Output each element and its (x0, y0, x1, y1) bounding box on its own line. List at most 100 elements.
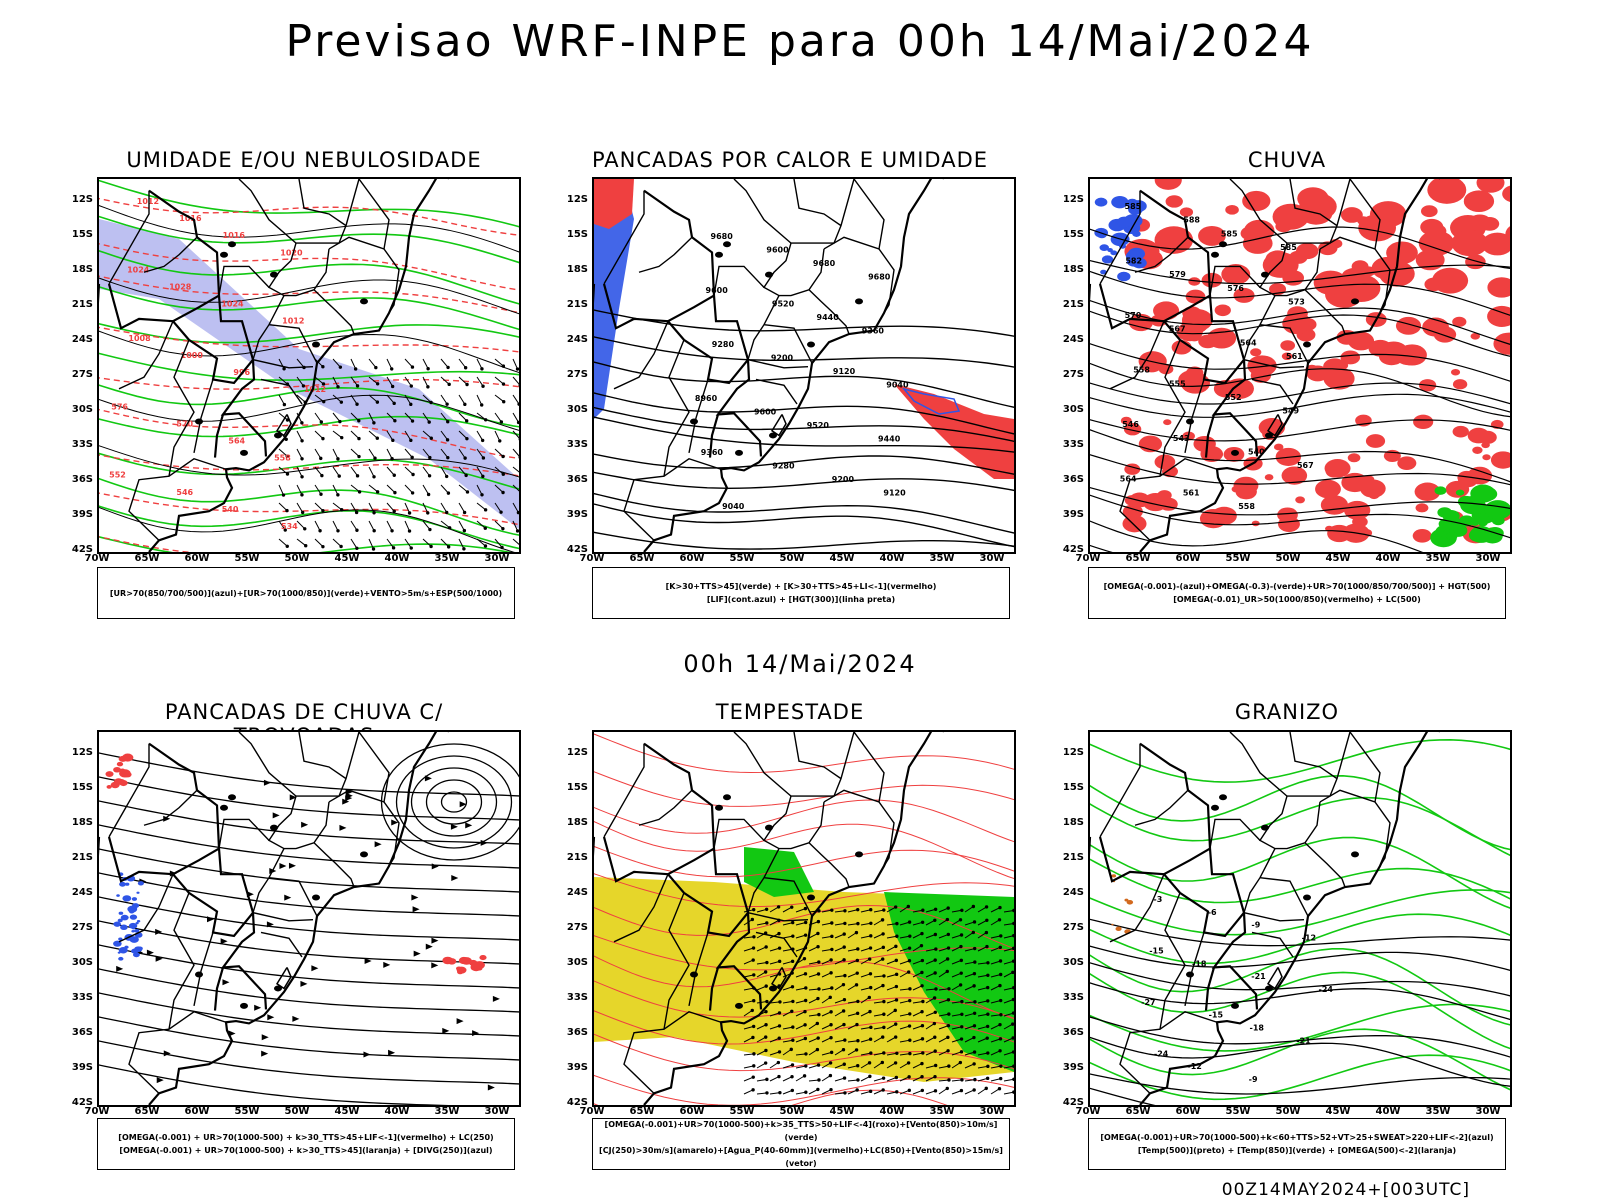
thunderstorm-area-atlantic (442, 955, 487, 975)
stream-arrowhead (431, 937, 439, 944)
field-blob (1179, 207, 1194, 217)
country-border (1204, 967, 1216, 1011)
wind-vector (476, 358, 483, 370)
wind-vector (458, 502, 466, 513)
state-border (108, 743, 150, 838)
lat-tick-label: 39S (566, 509, 588, 521)
state-border (713, 265, 765, 296)
field-blob (1347, 331, 1375, 351)
state-border (1184, 379, 1205, 454)
stream-arrowhead (263, 779, 271, 786)
wind-vector-head (765, 960, 769, 965)
coastline-east (1139, 179, 1440, 552)
field-blob (1470, 332, 1480, 340)
wind-vector-head (393, 418, 397, 423)
wind-vector (278, 412, 288, 421)
wind-vector (278, 484, 284, 496)
lon-tick-label: 55W (729, 553, 755, 564)
contour-label: 9360 (701, 448, 724, 457)
wind-vector-head (803, 933, 808, 937)
field-blob (1397, 456, 1417, 470)
country-border (708, 414, 720, 458)
wind-vector-head (446, 365, 450, 370)
wind-vector-head (973, 1000, 977, 1004)
lake-marker (1186, 418, 1194, 425)
field-blob (119, 881, 126, 887)
wind-vector (368, 394, 378, 403)
wind-vector-head (998, 972, 1003, 977)
wind-vector-head (829, 1010, 833, 1014)
state-border (298, 732, 347, 780)
wind-vector-head (907, 1024, 912, 1028)
lon-tick-label: 65W (629, 553, 655, 564)
lon-tick-label: 35W (929, 1106, 955, 1117)
field-blob (455, 966, 462, 971)
state-border (1184, 932, 1205, 1007)
lon-tick-label: 30W (1475, 553, 1501, 564)
field-blob (129, 914, 138, 920)
wind-vector-head (390, 529, 394, 533)
wind-vector-head (375, 400, 380, 404)
wind-vector-head (921, 1051, 925, 1055)
wind-vector-head (1011, 1036, 1014, 1040)
wind-vector-head (867, 1061, 872, 1065)
wind-vector-head (856, 1078, 860, 1082)
field-blob (1454, 232, 1474, 246)
wind-vector-head (752, 935, 756, 939)
field-blob (136, 919, 141, 923)
wind-vector-head (816, 1063, 821, 1067)
anticyclone-ring (395, 755, 513, 849)
wind-vector-head (304, 544, 308, 548)
wind-vector-head (958, 918, 963, 922)
wind-vector-head (999, 1012, 1003, 1017)
wind-vector (278, 394, 285, 405)
lat-tick-label: 24S (1062, 887, 1084, 899)
lat-tick-label: 39S (71, 509, 93, 521)
map-tempestade (592, 730, 1016, 1107)
wind-vector (404, 394, 412, 405)
contour-line (99, 506, 515, 552)
contour-line (594, 955, 1014, 1020)
wind-vector-head (300, 439, 304, 443)
field-blob (470, 963, 482, 972)
lat-tick-label: 39S (71, 1062, 93, 1074)
stream-arrowhead (456, 1018, 464, 1025)
field-blob (1188, 277, 1201, 286)
field-blob (1154, 454, 1176, 470)
wind-vector-head (322, 399, 326, 404)
field-blob (1446, 531, 1458, 541)
lon-tick-label: 70W (84, 1106, 110, 1117)
lon-tick-label: 50W (779, 1106, 805, 1117)
stream-arrowhead (222, 979, 230, 986)
wind-vector-head (816, 1036, 820, 1040)
state-border (238, 732, 297, 797)
contour-line (594, 492, 1014, 534)
lon-tick-label: 65W (134, 1106, 160, 1117)
field-blob (1130, 200, 1147, 213)
wind-vector-head (300, 493, 304, 497)
map-granizo: -3 -6 -9 -12 -15 -18 -21 -24 -27 -15 -18 -21 -24 -12 -… (1088, 730, 1512, 1107)
country-border (107, 836, 174, 883)
divergence-area (113, 872, 144, 961)
contour-label: -18 (1192, 959, 1207, 968)
wind-vector (422, 484, 430, 495)
contour-label: 1024 (221, 300, 244, 309)
wind-vector-head (985, 1024, 990, 1029)
country-border (1204, 414, 1216, 458)
state-border (218, 818, 270, 849)
state-border (1304, 289, 1346, 335)
wind-vector-head (500, 545, 504, 550)
contour-line (1090, 1054, 1510, 1101)
stream-arrowhead (163, 815, 171, 822)
field-blob (1247, 355, 1277, 377)
contour-line (99, 322, 519, 344)
wind-vector (278, 502, 288, 511)
contour-line (1090, 259, 1510, 285)
wind-vector-head (868, 972, 873, 976)
lat-tick-label: 21S (566, 852, 588, 864)
lon-tick-label: 50W (284, 553, 310, 564)
wind-vector-head (300, 421, 304, 425)
wind-vector-head (446, 455, 450, 460)
wind-vector (314, 466, 323, 476)
wind-vector (458, 412, 468, 422)
